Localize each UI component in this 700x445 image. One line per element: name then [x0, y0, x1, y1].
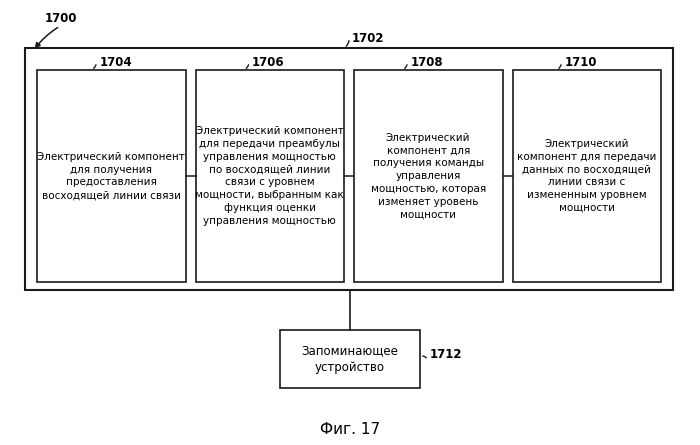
Text: Запоминающее
устройство: Запоминающее устройство [302, 344, 398, 374]
FancyBboxPatch shape [512, 70, 661, 282]
Text: 1700: 1700 [45, 12, 78, 25]
FancyBboxPatch shape [280, 330, 420, 388]
Text: 1712: 1712 [430, 348, 463, 361]
Text: 1704: 1704 [99, 56, 132, 69]
Text: Электрический
компонент для
получения команды
управления
мощностью, которая
изме: Электрический компонент для получения ко… [370, 133, 486, 219]
Text: Фиг. 17: Фиг. 17 [320, 422, 380, 437]
FancyBboxPatch shape [37, 70, 186, 282]
Text: Электрический компонент
для передачи преамбулы
управления мощностью
по восходяще: Электрический компонент для передачи пре… [195, 126, 344, 226]
FancyBboxPatch shape [354, 70, 503, 282]
Text: 1710: 1710 [564, 56, 597, 69]
Text: Электрический компонент
для получения
предоставления
восходящей линии связи: Электрический компонент для получения пр… [37, 152, 185, 200]
FancyBboxPatch shape [25, 48, 673, 290]
FancyBboxPatch shape [195, 70, 344, 282]
Text: 1706: 1706 [252, 56, 285, 69]
Text: 1708: 1708 [410, 56, 443, 69]
Text: Электрический
компонент для передачи
данных по восходящей
линии связи с
измененн: Электрический компонент для передачи дан… [517, 139, 657, 213]
Text: 1702: 1702 [352, 32, 384, 45]
